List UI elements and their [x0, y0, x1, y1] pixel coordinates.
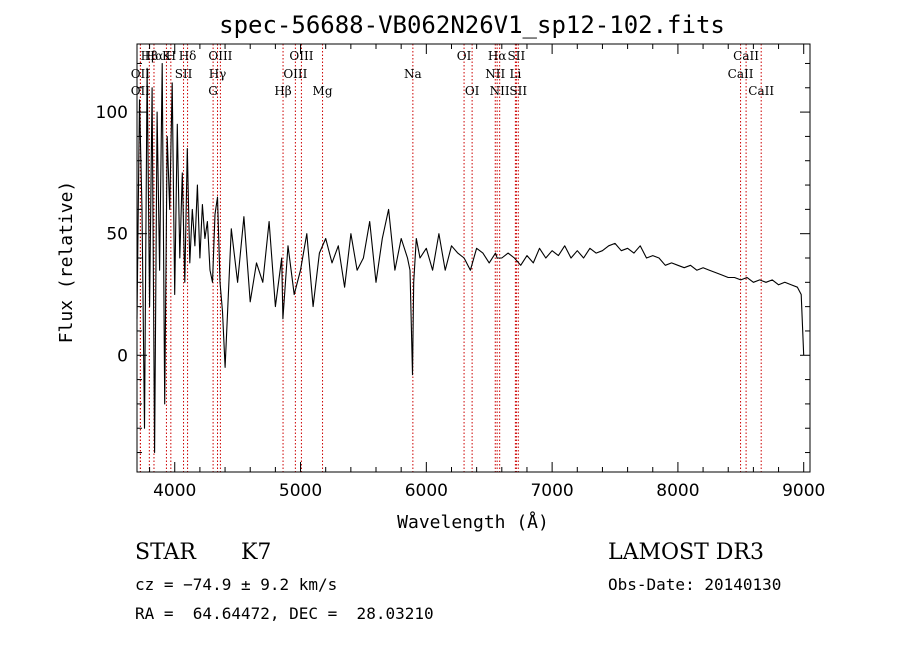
line-label-5: H — [166, 49, 176, 63]
obs-date: Obs-Date: 20140130 — [608, 575, 782, 594]
line-label-9: Hγ — [209, 67, 227, 81]
line-label-11: OIII — [289, 49, 313, 63]
line-label-21: Li — [509, 67, 521, 81]
y-tick-label-0: 0 — [117, 346, 128, 366]
spectrum-line-0 — [136, 62, 805, 454]
y-axis-label: Flux (relative) — [56, 181, 77, 344]
line-label-10: G — [208, 84, 218, 98]
line-label-14: Mg — [313, 84, 333, 98]
x-tick-label-3: 7000 — [530, 481, 573, 501]
chart-title: spec-56688-VB062N26V1_sp12-102.fits — [219, 11, 725, 39]
x-tick-label-1: 5000 — [279, 481, 322, 501]
x-axis-label: Wavelength (Å) — [397, 511, 549, 533]
line-label-17: OI — [465, 84, 480, 98]
object-subclass: K7 — [241, 540, 272, 565]
line-label-16: OI — [457, 49, 472, 63]
x-tick-label-0: 4000 — [153, 481, 196, 501]
object-class: STAR — [135, 540, 196, 565]
y-tick-label-1: 50 — [106, 225, 128, 245]
line-label-12: OIII — [283, 67, 307, 81]
x-tick-label-2: 6000 — [405, 481, 448, 501]
x-tick-label-4: 8000 — [656, 481, 699, 501]
survey-name: LAMOST DR3 — [608, 540, 764, 565]
coordinates: RA = 64.64472, DEC = 28.03210 — [135, 604, 434, 623]
line-label-23: SII — [509, 84, 527, 98]
line-label-26: CaII — [748, 84, 774, 98]
line-label-0: Hβ — [141, 49, 158, 63]
line-label-20: NII — [485, 67, 505, 81]
redshift-cz: cz = −74.9 ± 9.2 km/s — [135, 575, 338, 594]
line-label-18: Hα — [488, 49, 507, 63]
line-label-8: OIII — [208, 49, 232, 63]
y-tick-label-2: 100 — [96, 103, 128, 123]
line-label-3: Hα — [145, 49, 164, 63]
spectral-line-markers — [139, 44, 762, 472]
line-label-6: Hδ — [179, 49, 197, 63]
line-label-25: CaII — [728, 67, 754, 81]
line-label-2: OII — [131, 84, 151, 98]
line-label-15: Na — [404, 67, 422, 81]
spectrum-series — [136, 62, 805, 454]
axes: 4000 5000 6000 7000 8000 9000 0 50 100 — [96, 44, 825, 501]
line-label-24: CaII — [733, 49, 759, 63]
line-label-4: K — [162, 49, 172, 63]
x-tick-label-5: 9000 — [782, 481, 825, 501]
line-label-7: SII — [175, 67, 193, 81]
line-label-19: SII — [508, 49, 526, 63]
line-label-1: OII — [131, 67, 151, 81]
line-label-22: NII — [490, 84, 510, 98]
line-label-13: Hβ — [274, 84, 291, 98]
